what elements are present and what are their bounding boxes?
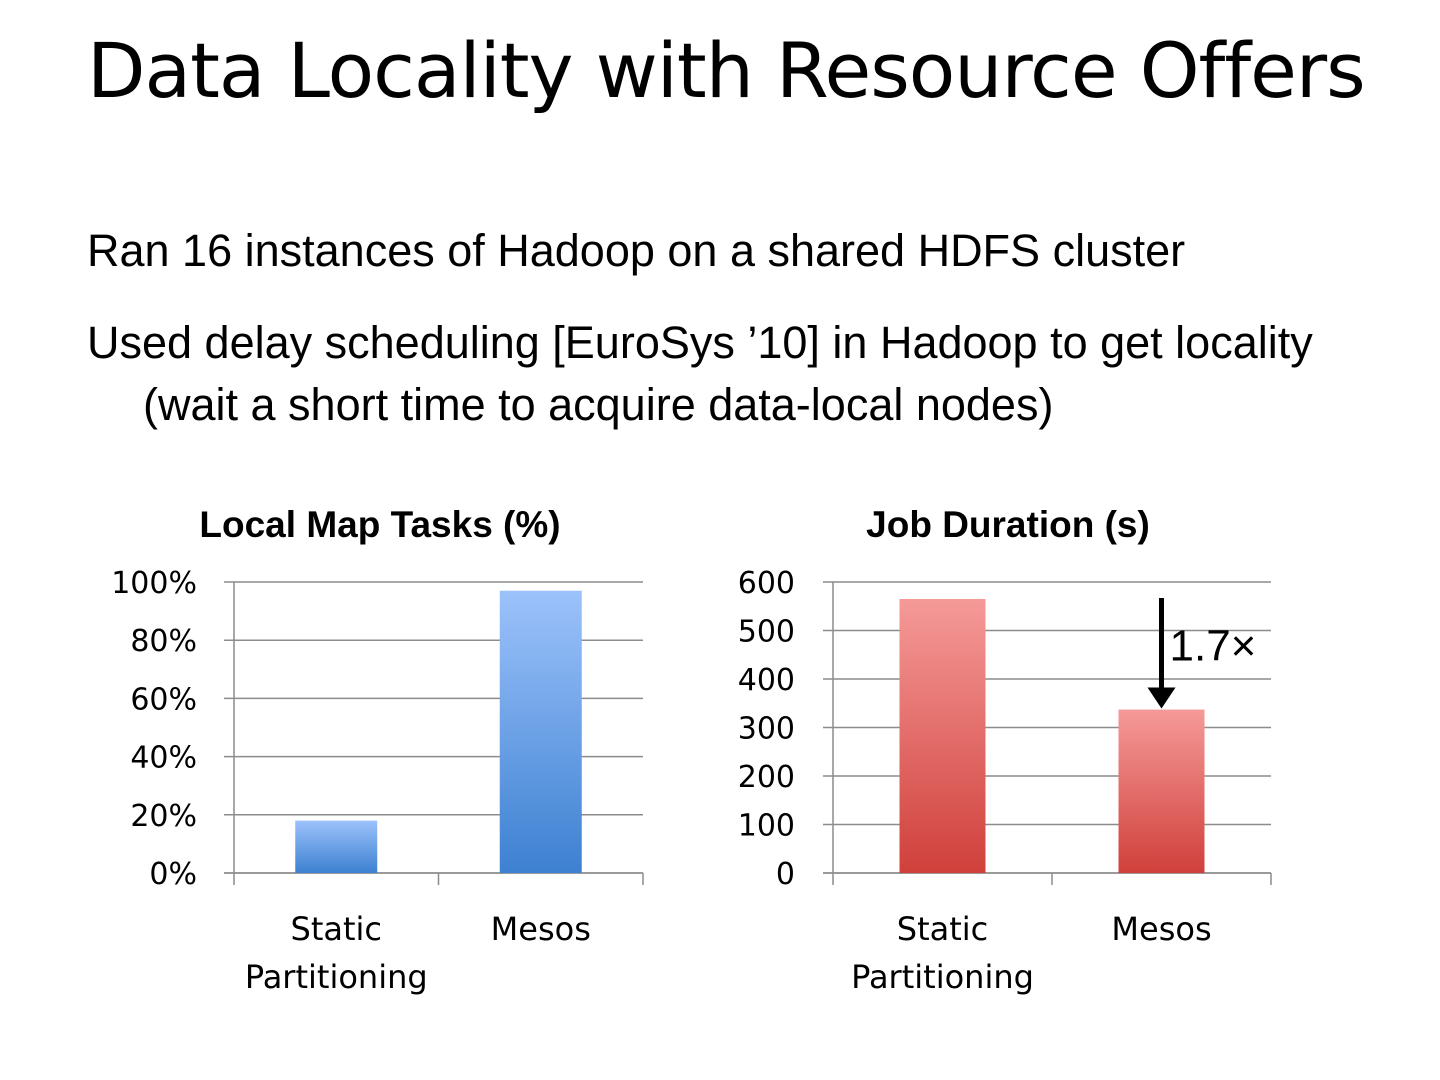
y-tick-label: 200	[738, 760, 795, 795]
category-label: Static Partitioning	[245, 910, 428, 996]
bullet-1: Ran 16 instances of Hadoop on a shared H…	[87, 225, 1186, 276]
category-label: Mesos	[491, 910, 591, 948]
y-tick-label: 100%	[111, 566, 197, 601]
annotation-label: 1.7×	[1170, 622, 1257, 671]
category-label: Mesos	[1111, 910, 1211, 948]
y-tick-label: 0	[776, 857, 795, 892]
job-duration-chart: Job Duration (s) 0 100 200 300 400 500 600 Stati…	[738, 504, 1272, 996]
slide-title: Data Locality with Resource Offers	[87, 26, 1366, 115]
chart-title: Job Duration (s)	[866, 504, 1150, 545]
y-tick-label: 40%	[130, 741, 197, 776]
y-tick-label: 100	[738, 809, 795, 844]
bar	[499, 590, 582, 873]
bullet-2: Used delay scheduling [EuroSys ’10] in H…	[87, 317, 1313, 430]
bar	[1118, 709, 1205, 873]
y-tick-label: 400	[738, 663, 795, 698]
y-tick-label: 500	[738, 615, 795, 650]
y-tick-label: 60%	[130, 682, 197, 717]
y-tick-label: 0%	[149, 857, 197, 892]
bar	[295, 820, 378, 873]
speedup-annotation: 1.7×	[1147, 598, 1257, 709]
y-tick-label: 300	[738, 712, 795, 747]
category-label: Static Partitioning	[851, 910, 1034, 996]
annotation-arrow-head	[1147, 687, 1176, 709]
local-map-tasks-chart: Local Map Tasks (%) 0% 20% 40% 60% 80% 100% Sta…	[111, 504, 644, 996]
chart-title: Local Map Tasks (%)	[199, 504, 560, 545]
y-tick-label: 20%	[130, 799, 197, 834]
y-tick-label: 80%	[130, 624, 197, 659]
bar	[899, 598, 986, 873]
y-tick-label: 600	[738, 566, 795, 601]
